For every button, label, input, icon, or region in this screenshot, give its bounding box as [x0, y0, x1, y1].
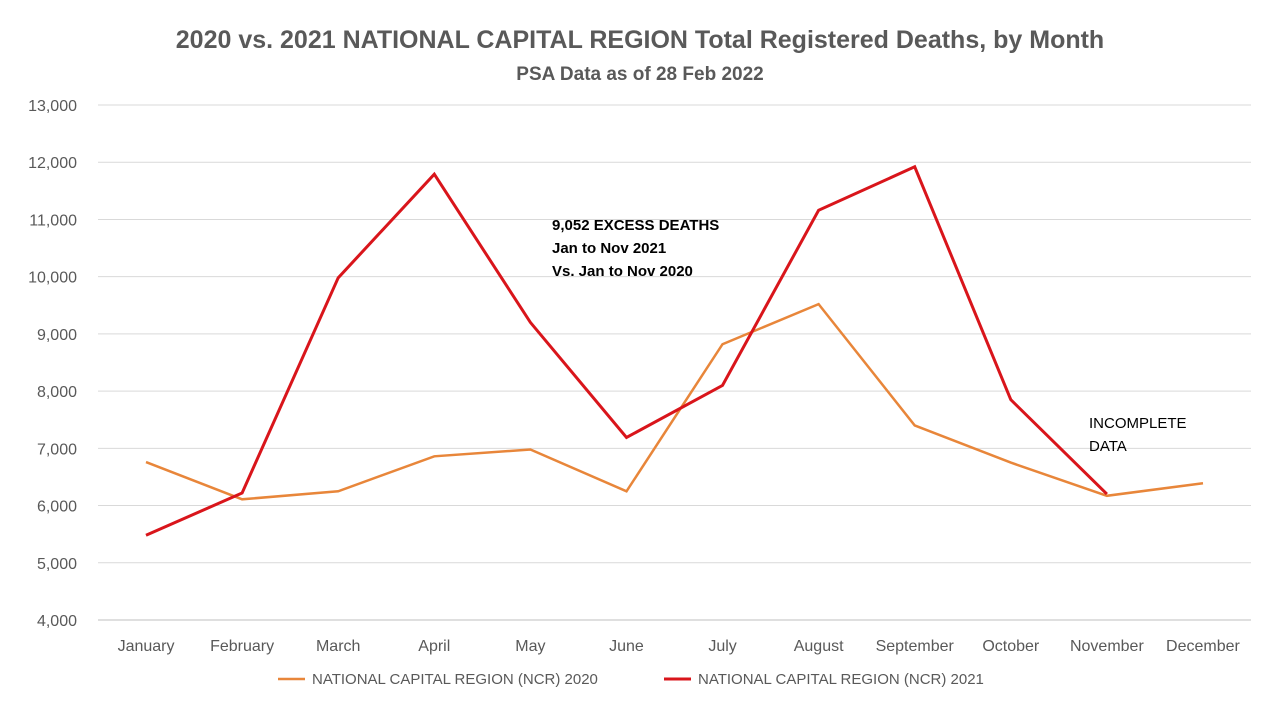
x-tick-label: March: [316, 638, 360, 655]
x-axis-ticks: January February March April May June July Augu…: [118, 638, 1241, 655]
x-tick-label: October: [982, 638, 1040, 655]
legend-label: NATIONAL CAPITAL REGION (NCR) 2021: [698, 671, 984, 688]
series-line-2020: [145, 302, 1204, 501]
excess-deaths-annotation: Jan to Nov 2021: [552, 240, 666, 257]
annotations: 9,052 EXCESS DEATHS Jan to Nov 2021 Vs. Ja…: [552, 217, 1187, 455]
x-tick-label: April: [418, 638, 450, 655]
y-tick-label: 10,000: [28, 270, 77, 287]
y-tick-label: 8,000: [37, 384, 77, 401]
excess-deaths-annotation: 9,052 EXCESS DEATHS: [552, 217, 719, 234]
x-tick-label: September: [876, 638, 955, 655]
chart-subtitle: PSA Data as of 28 Feb 2022: [516, 64, 763, 85]
gridlines: [98, 104, 1251, 621]
y-tick-label: 6,000: [37, 499, 77, 516]
chart-title: 2020 vs. 2021 NATIONAL CAPITAL REGION To…: [176, 26, 1104, 54]
y-tick-label: 11,000: [29, 212, 77, 229]
series-lines: [145, 164, 1204, 537]
y-tick-label: 4,000: [37, 613, 77, 630]
y-tick-label: 7,000: [37, 441, 77, 458]
x-tick-label: November: [1070, 638, 1144, 655]
x-tick-label: January: [118, 638, 175, 655]
incomplete-data-annotation: DATA: [1089, 438, 1127, 455]
y-tick-label: 5,000: [37, 556, 77, 573]
x-tick-label: December: [1166, 638, 1240, 655]
series-line-2021: [145, 164, 1108, 537]
x-tick-label: August: [794, 638, 844, 655]
x-tick-label: July: [708, 638, 736, 655]
y-tick-label: 9,000: [37, 327, 77, 344]
incomplete-data-annotation: INCOMPLETE: [1089, 415, 1187, 432]
legend: NATIONAL CAPITAL REGION (NCR) 2020 NATION…: [278, 671, 984, 688]
x-tick-label: February: [210, 638, 274, 655]
y-tick-label: 13,000: [28, 98, 77, 115]
y-tick-label: 12,000: [28, 155, 77, 172]
x-tick-label: June: [609, 638, 644, 655]
x-tick-label: May: [515, 638, 545, 655]
legend-label: NATIONAL CAPITAL REGION (NCR) 2020: [312, 671, 598, 688]
excess-deaths-annotation: Vs. Jan to Nov 2020: [552, 263, 693, 280]
y-axis-ticks: 4,000 5,000 6,000 7,000 8,000 9,000 10,000 11,0…: [28, 98, 77, 630]
